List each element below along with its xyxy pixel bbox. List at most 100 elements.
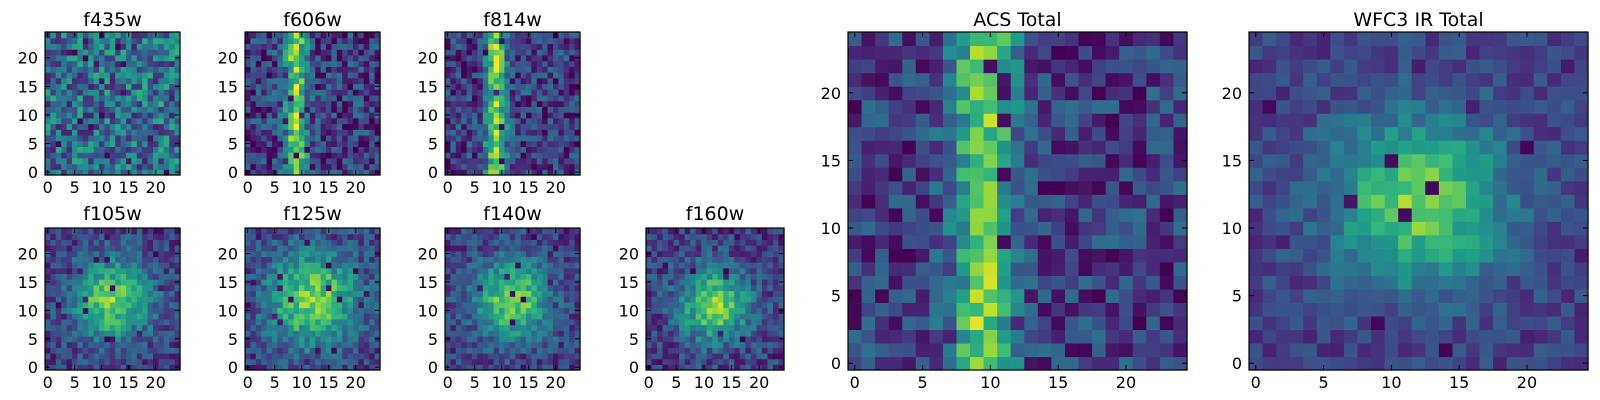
heatmap-cell (169, 32, 176, 39)
heatmap-cell (558, 77, 565, 85)
heatmap-cell (131, 32, 138, 39)
heatmap-cell (115, 250, 122, 257)
heatmap-cell (455, 262, 462, 269)
heatmap-cell (695, 324, 702, 331)
heatmap-cell (482, 318, 489, 326)
heatmap-cell (472, 134, 478, 142)
heatmap-cell (563, 54, 570, 62)
heatmap-cell (99, 37, 105, 45)
heatmap-cell (277, 60, 284, 67)
heatmap-cell (147, 347, 154, 354)
heatmap-cell (1064, 167, 1080, 182)
heatmap-cell (1078, 288, 1093, 303)
heatmap-cell (482, 307, 489, 314)
heatmap-cell (1051, 221, 1066, 236)
heatmap-cell (536, 123, 543, 130)
heatmap-cell (450, 43, 457, 50)
heatmap-cell (970, 234, 985, 249)
heatmap-cell (93, 239, 100, 246)
heatmap-cell (504, 112, 511, 119)
heatmap-cell (712, 250, 719, 257)
heatmap-cell (745, 267, 752, 275)
heatmap-cell (761, 290, 769, 297)
heatmap-cell (701, 262, 708, 269)
heatmap-cell (482, 267, 489, 275)
heatmap-cell (353, 358, 359, 365)
heatmap-cell (369, 66, 376, 73)
heatmap-cell (679, 347, 686, 354)
heatmap-cell (558, 152, 565, 159)
heatmap-cell (77, 228, 84, 235)
heatmap-cell (277, 72, 284, 79)
heatmap-cell (1105, 167, 1120, 182)
heatmap-cell (761, 358, 769, 365)
heatmap-cell (136, 77, 143, 85)
heatmap-cell (679, 330, 686, 337)
heatmap-cell (353, 296, 359, 303)
heatmap-cell (115, 267, 122, 275)
heatmap-cell (477, 262, 484, 269)
heatmap-cell (326, 66, 332, 73)
heatmap-cell (553, 290, 559, 297)
heatmap-cell (77, 100, 84, 107)
heatmap-cell (466, 134, 473, 142)
heatmap-cell (353, 301, 359, 309)
heatmap-cell (369, 330, 376, 337)
heatmap-cell (126, 146, 132, 153)
heatmap-cell (115, 77, 122, 85)
y-tick-label: 10 (418, 301, 438, 320)
heatmap-cell (282, 134, 289, 142)
heatmap-cell (66, 228, 73, 235)
heatmap-cell (55, 157, 62, 165)
heatmap-cell (472, 152, 478, 159)
heatmap-cell (320, 239, 327, 246)
heatmap-cell (277, 94, 284, 102)
heatmap-cell (304, 301, 311, 309)
heatmap-cell (174, 157, 181, 165)
heatmap-cell (55, 347, 62, 354)
heatmap-cell (336, 140, 343, 147)
heatmap-cell (569, 37, 576, 45)
heatmap-cell (331, 296, 338, 303)
heatmap-cell (574, 347, 581, 354)
heatmap-cell (245, 146, 251, 153)
heatmap-cell (553, 239, 559, 246)
heatmap-cell (542, 106, 549, 113)
heatmap-cell (163, 134, 170, 142)
heatmap-cell (282, 43, 289, 50)
heatmap-cell (488, 100, 495, 107)
heatmap-cell (983, 302, 998, 317)
heatmap-cell (455, 352, 462, 360)
heatmap-cell (347, 256, 354, 263)
heatmap-cell (331, 146, 338, 153)
heatmap-cell (169, 89, 176, 96)
heatmap-cell (482, 250, 489, 257)
heatmap-cell (472, 146, 478, 153)
heatmap-cell (504, 341, 511, 348)
heatmap-cell (1037, 180, 1052, 195)
heatmap-cell (902, 234, 917, 249)
heatmap-cell (558, 123, 565, 130)
heatmap-cell (153, 233, 159, 240)
heatmap-cell (261, 60, 268, 67)
heatmap-cell (158, 250, 165, 257)
heatmap-cell (72, 123, 78, 130)
heatmap-cell (536, 129, 543, 136)
heatmap-cell (520, 318, 527, 326)
heatmap-cell (61, 60, 68, 67)
heatmap-cell (169, 313, 176, 320)
x-tick-label: 10 (292, 373, 312, 392)
heatmap-cell (734, 330, 741, 337)
heatmap-cell (304, 134, 311, 142)
heatmap-cell (1146, 342, 1161, 358)
heatmap-cell (353, 347, 359, 354)
heatmap-cell (1010, 180, 1025, 195)
heatmap-cell (466, 267, 473, 275)
heatmap-cell (109, 140, 116, 147)
heatmap-cell (547, 89, 554, 96)
heatmap-cell (536, 352, 543, 360)
heatmap-cell (93, 307, 100, 314)
heatmap-cell (342, 169, 349, 176)
heatmap-cell (293, 250, 300, 257)
